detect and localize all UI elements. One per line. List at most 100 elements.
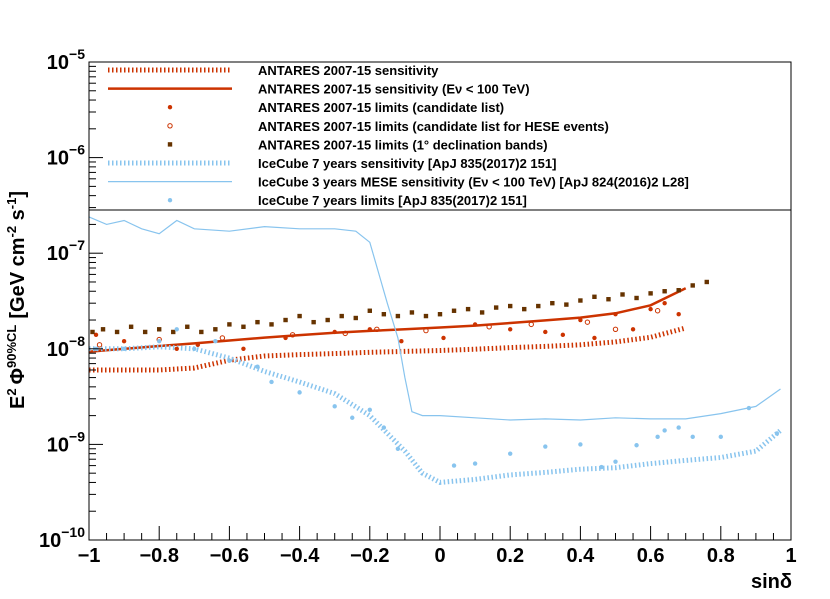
data-point-square [592,294,597,299]
data-point-square [690,283,695,288]
data-point [332,404,337,409]
series-antares-2007-15-limits-candidate-list- [93,300,681,351]
data-point-square [508,303,513,309]
data-point [472,461,478,466]
legend-label: IceCube 7 years sensitivity [ApJ 835(201… [258,156,556,171]
legend-label: IceCube 7 years limits [ApJ 835(2017)2 1… [258,193,527,208]
data-point-square [522,306,527,312]
data-point-square [465,306,471,312]
y-tick-base: 10 [47,148,69,170]
data-point-open [219,335,226,341]
data-point-open [654,308,661,314]
y-tick-base: 10 [39,530,61,552]
data-point [93,332,99,338]
data-point [121,346,127,351]
data-point [746,405,752,411]
y-tick-label: 10−9 [47,428,85,456]
series-dotted-line [89,344,783,485]
data-point-open [374,326,380,332]
legend-swatch-open-dot [167,123,173,129]
y-title-phi-sup: 90%CL [4,325,19,368]
x-tick-label: −1 [78,545,101,567]
data-point [676,425,681,430]
data-point-square [353,315,358,321]
data-point-open [486,324,492,330]
data-point [332,329,337,335]
data-point-square [634,295,639,301]
data-point [718,434,723,440]
legend-entry: ANTARES 2007-15 limits (candidate list f… [167,119,609,134]
series-icecube-3-years-mese-sensitivity-e-100-tev- [88,216,781,421]
series-antares-2007-15-limits-candidate-list-for-hese-events- [96,308,661,348]
data-point [508,327,513,332]
data-point-square [171,329,176,335]
data-point [648,306,653,312]
legend-layer: ANTARES 2007-15 sensitivity ANTARES 2007-… [88,61,792,211]
data-point [543,444,548,449]
y-tick-exponent: −7 [69,237,85,253]
data-point-square [564,302,569,307]
y-tick-base: 10 [47,52,69,74]
data-point [241,346,246,351]
data-point [350,415,355,420]
data-point [157,339,162,344]
y-tick-base: 10 [47,339,69,361]
series-thin-line [88,216,781,421]
legend-label: ANTARES 2007-15 limits (candidate list f… [258,119,609,134]
data-point-square [128,324,134,329]
data-point [676,312,681,317]
x-tick-label: 1 [785,545,796,567]
data-point-square [578,298,583,303]
data-point-square [381,312,387,317]
data-point-square [325,317,330,323]
data-point [578,317,583,323]
data-point-square [704,279,709,285]
data-point [121,339,127,344]
y-axis-title: E2 Φ90%CL [GeV cm-2 s-1] [4,191,29,409]
data-point [367,407,372,413]
data-point [255,364,260,369]
data-point [508,451,513,456]
legend-swatch-dot [167,198,173,203]
series-antares-2007-15-sensitivity-e-100-tev- [88,287,687,354]
y-title-s: s [7,209,29,226]
y-tick-label: 10−7 [47,237,85,265]
data-point [613,312,618,317]
data-point-square [493,305,499,310]
y-title-e-sup: 2 [4,388,19,395]
data-point [655,434,660,440]
x-tick-label: 0.2 [496,545,524,567]
data-point [592,335,597,341]
data-point-square [395,313,401,319]
data-point [472,322,478,327]
legend-entry: ANTARES 2007-15 limits (candidate list) [167,100,504,115]
legend-label: ANTARES 2007-15 sensitivity (Eν < 100 Te… [258,82,530,97]
data-point-open [289,332,296,338]
data-point-square [550,300,555,306]
data-point-square [114,329,120,335]
legend-swatch-square [167,142,173,147]
data-point [195,342,201,348]
data-point-square [199,329,204,335]
data-point-square [367,308,372,313]
data-point-square [536,303,541,309]
y-tick-exponent: −5 [69,46,85,62]
x-tick-label: −0.4 [280,545,320,567]
x-tick-label: 0 [434,545,445,567]
data-point-open [423,327,429,334]
y-tick-exponent: −8 [69,333,85,349]
data-point-square [283,317,288,323]
y-tick-label: 10−5 [47,46,85,74]
legend-label: ANTARES 2007-15 sensitivity [258,63,439,78]
data-point-square [241,324,246,329]
y-title-bracket: [GeV cm [7,237,29,318]
y-tick-exponent: −10 [61,524,85,540]
data-point-square [100,327,106,332]
x-axis-title: sinδ [751,571,792,593]
legend-entry: ANTARES 2007-15 sensitivity [108,63,439,78]
data-point-square [255,319,260,325]
data-point [599,464,604,470]
x-tick-label: 0.6 [637,545,665,567]
data-point [451,463,457,468]
